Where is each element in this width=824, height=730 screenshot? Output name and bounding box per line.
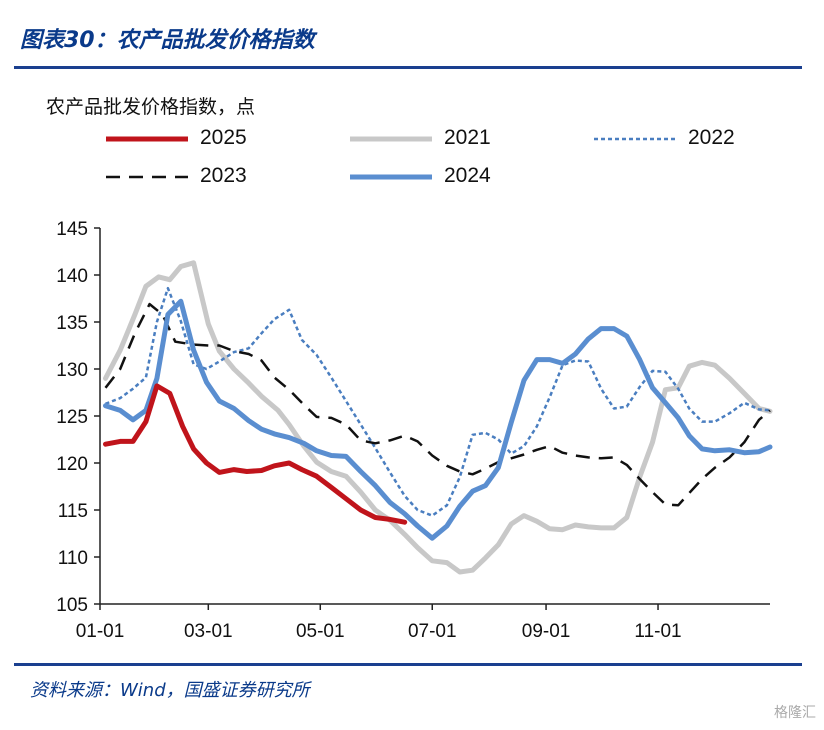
x-tick-label: 11-01 bbox=[634, 621, 681, 642]
y-tick-label: 130 bbox=[56, 360, 88, 381]
x-tick-label: 05-01 bbox=[296, 621, 345, 642]
y-tick-label: 105 bbox=[56, 595, 88, 616]
legend-label-2022: 2022 bbox=[688, 126, 735, 149]
y-tick-label: 115 bbox=[58, 501, 88, 522]
series-line-2024 bbox=[103, 298, 773, 541]
legend-swatch-2025 bbox=[106, 136, 188, 142]
x-tick-label: 09-01 bbox=[522, 621, 571, 642]
legend-swatch-2021 bbox=[350, 136, 432, 142]
legend-swatch-2024 bbox=[350, 174, 432, 180]
page-title: 图表30：农产品批发价格指数 bbox=[20, 28, 315, 53]
x-tick-label: 07-01 bbox=[408, 621, 457, 642]
y-tick-label: 135 bbox=[56, 313, 88, 334]
legend-label-2025: 2025 bbox=[200, 126, 247, 149]
y-tick-label: 120 bbox=[56, 454, 88, 475]
legend-swatch-2023 bbox=[106, 175, 188, 179]
legend-item-2024: 2024 bbox=[350, 162, 570, 192]
y-tick-label: 110 bbox=[58, 548, 88, 569]
legend-label-2024: 2024 bbox=[444, 164, 491, 187]
series-line-2023 bbox=[104, 302, 771, 507]
y-axis-label: 农产品批发价格指数，点 bbox=[46, 96, 256, 118]
title-divider bbox=[14, 66, 802, 69]
series-line-2021 bbox=[103, 260, 773, 575]
legend-item-2025: 2025 bbox=[106, 124, 326, 154]
legend-item-2022: 2022 bbox=[594, 124, 814, 154]
series-line-2022 bbox=[105, 286, 771, 517]
series-line-2025 bbox=[103, 383, 408, 525]
footer-divider bbox=[14, 663, 802, 666]
legend-item-2023: 2023 bbox=[106, 162, 326, 192]
legend-label-2021: 2021 bbox=[444, 126, 491, 149]
legend-item-2021: 2021 bbox=[350, 124, 570, 154]
legend-label-2023: 2023 bbox=[200, 164, 247, 187]
x-tick-label: 03-01 bbox=[184, 621, 233, 642]
y-tick-label: 140 bbox=[56, 266, 88, 287]
watermark-logo: 格隆汇 bbox=[774, 705, 816, 721]
source-note: 资料来源：Wind，国盛证券研究所 bbox=[30, 680, 310, 701]
y-tick-label: 145 bbox=[56, 219, 88, 240]
x-tick-label: 01-01 bbox=[76, 621, 125, 642]
y-tick-label: 125 bbox=[56, 407, 88, 428]
